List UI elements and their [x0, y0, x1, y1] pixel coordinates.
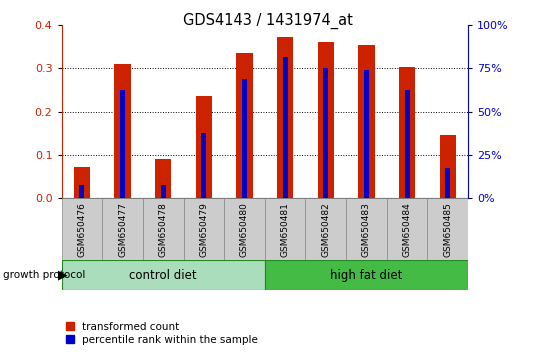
Text: high fat diet: high fat diet — [330, 269, 403, 282]
Bar — [184, 198, 224, 260]
Bar — [404, 90, 410, 198]
Text: GSM650479: GSM650479 — [200, 202, 208, 257]
Bar — [155, 159, 171, 198]
Bar — [62, 198, 102, 260]
Bar — [387, 198, 427, 260]
Text: GSM650484: GSM650484 — [403, 202, 411, 257]
Bar — [445, 168, 450, 198]
Text: GSM650482: GSM650482 — [322, 202, 330, 257]
Text: control diet: control diet — [129, 269, 197, 282]
Bar — [427, 198, 468, 260]
Bar — [74, 167, 90, 198]
Bar — [201, 133, 207, 198]
Bar — [143, 198, 184, 260]
Bar — [265, 198, 305, 260]
Bar — [224, 198, 265, 260]
Bar — [318, 42, 334, 198]
Text: GSM650478: GSM650478 — [159, 202, 167, 257]
Bar — [114, 64, 131, 198]
Text: GSM650477: GSM650477 — [118, 202, 127, 257]
Bar — [282, 57, 288, 198]
Text: GSM650480: GSM650480 — [240, 202, 249, 257]
Bar — [242, 79, 247, 198]
Text: GSM650485: GSM650485 — [444, 202, 452, 257]
Bar — [323, 68, 328, 198]
Bar — [160, 185, 166, 198]
Bar — [62, 260, 265, 290]
Bar — [265, 260, 468, 290]
Bar — [79, 185, 85, 198]
Text: GSM650476: GSM650476 — [78, 202, 86, 257]
Bar — [277, 37, 293, 198]
Bar — [346, 198, 387, 260]
Text: growth protocol: growth protocol — [3, 270, 85, 280]
Bar — [120, 90, 125, 198]
Text: GDS4143 / 1431974_at: GDS4143 / 1431974_at — [182, 12, 353, 29]
Bar — [236, 53, 253, 198]
Text: GSM650481: GSM650481 — [281, 202, 289, 257]
Bar — [196, 96, 212, 198]
Bar — [358, 45, 374, 198]
Bar — [305, 198, 346, 260]
Legend: transformed count, percentile rank within the sample: transformed count, percentile rank withi… — [62, 317, 262, 349]
Bar — [102, 198, 143, 260]
Bar — [364, 70, 369, 198]
Text: ▶: ▶ — [58, 269, 67, 282]
Bar — [440, 135, 456, 198]
Text: GSM650483: GSM650483 — [362, 202, 371, 257]
Bar — [399, 67, 415, 198]
